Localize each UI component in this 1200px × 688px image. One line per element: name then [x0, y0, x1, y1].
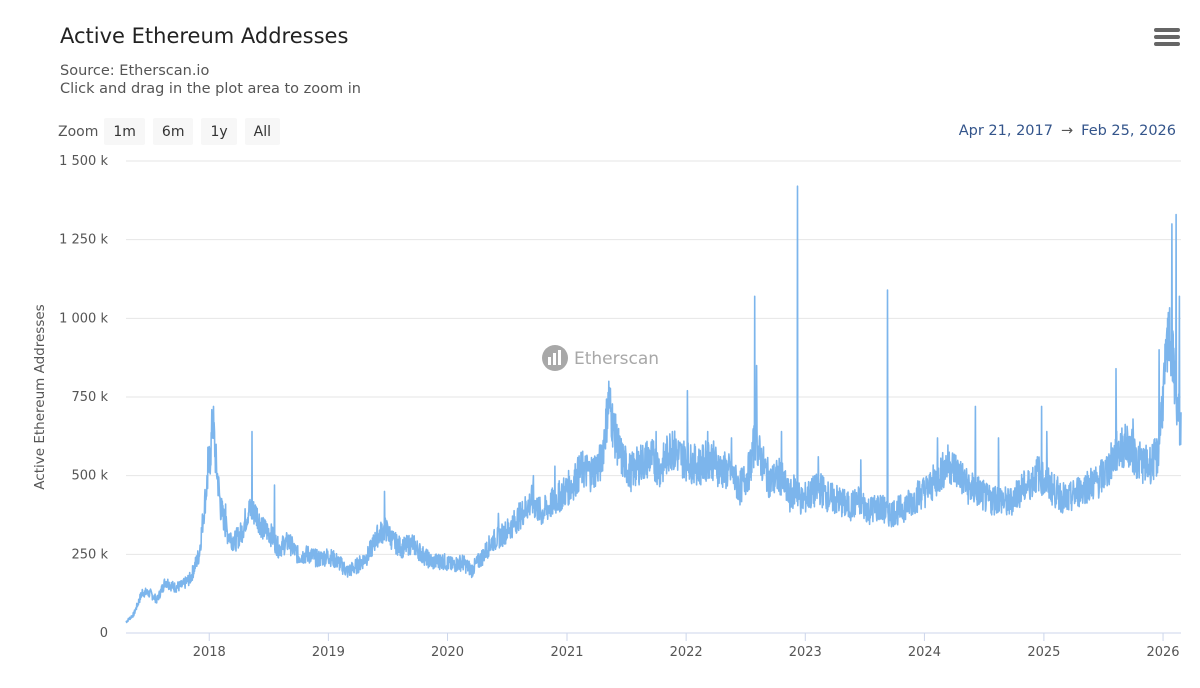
- watermark-text: Etherscan: [574, 349, 659, 369]
- active-addresses-series-line[interactable]: [125, 185, 1182, 624]
- y-axis-ticks: 0 250 k 500 k 750 k 1 000 k 1 250 k 1 500 k: [59, 154, 108, 641]
- y-tick-label: 250 k: [72, 547, 109, 562]
- date-range-display: Apr 21, 2017 → Feb 25, 2026: [959, 123, 1176, 139]
- source-text: Source: Etherscan.io: [60, 63, 210, 79]
- x-tick-label: 2026: [1146, 645, 1179, 660]
- y-tick-label: 750 k: [72, 390, 109, 405]
- y-tick-label: 1 000 k: [59, 311, 108, 326]
- zoom-1m-button[interactable]: 1m: [104, 118, 145, 145]
- range-to-input[interactable]: Feb 25, 2026: [1081, 123, 1176, 139]
- y-axis-title: Active Ethereum Addresses: [32, 304, 48, 489]
- zoom-label: Zoom: [58, 123, 99, 140]
- zoom-hint-text: Click and drag in the plot area to zoom …: [60, 81, 361, 97]
- x-tick-label: 2021: [550, 645, 583, 660]
- x-tick-label: 2020: [431, 645, 464, 660]
- range-from-input[interactable]: Apr 21, 2017: [958, 123, 1053, 139]
- zoom-controls: Zoom 1m 6m 1y All: [58, 118, 288, 145]
- x-axis-ticks: 2018 2019 2020 2021 2022 2023 2024 2025 2026: [193, 633, 1180, 660]
- x-tick-label: 2022: [670, 645, 703, 660]
- hamburger-menu-icon[interactable]: [1154, 28, 1180, 50]
- range-arrow: →: [1060, 123, 1074, 139]
- x-tick-label: 2018: [193, 645, 226, 660]
- grid-lines: [126, 160, 1181, 555]
- x-tick-label: 2025: [1027, 645, 1060, 660]
- x-tick-label: 2019: [312, 645, 345, 660]
- series-layer: [125, 185, 1182, 624]
- zoom-6m-button[interactable]: 6m: [152, 118, 194, 145]
- zoom-1y-button[interactable]: 1y: [201, 118, 237, 145]
- y-tick-label: 1 500 k: [59, 154, 108, 169]
- etherscan-logo-icon: Etherscan: [542, 345, 659, 371]
- y-tick-label: 0: [100, 626, 108, 641]
- zoom-all-button[interactable]: All: [244, 118, 281, 145]
- chart-title: Active Ethereum Addresses: [60, 24, 349, 48]
- y-tick-label: 1 250 k: [59, 233, 108, 248]
- y-tick-label: 500 k: [72, 469, 109, 484]
- x-tick-label: 2023: [789, 645, 822, 660]
- chart-subtitle: Source: Etherscan.io Click and drag in t…: [60, 62, 361, 98]
- x-tick-label: 2024: [908, 645, 941, 660]
